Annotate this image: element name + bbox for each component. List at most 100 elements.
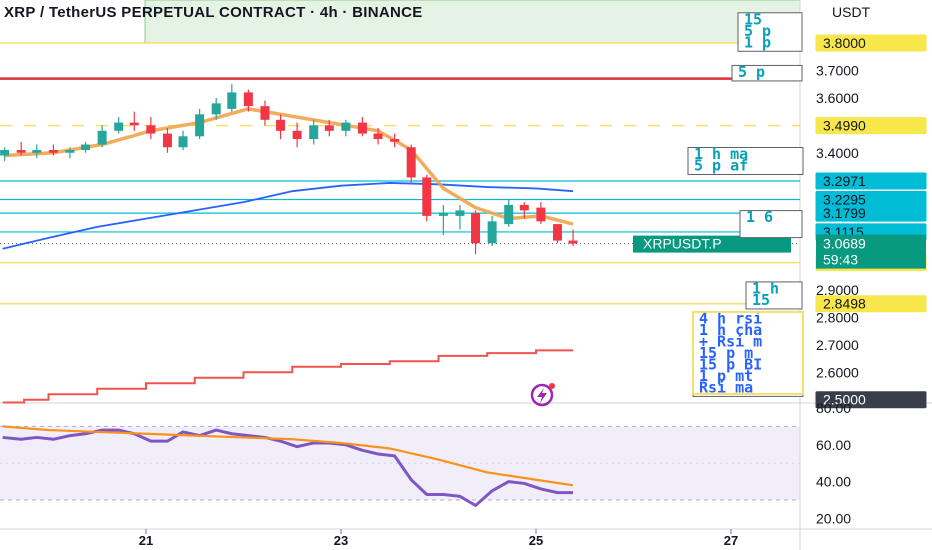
- bar-countdown: 59:43: [823, 252, 858, 268]
- note-line: 1 h: [752, 279, 779, 297]
- candle-body: [390, 139, 400, 142]
- candle-body: [16, 150, 26, 153]
- candle-body: [406, 147, 416, 178]
- time-tick-label: 23: [334, 533, 348, 548]
- candle-body: [227, 92, 237, 109]
- candle-body: [65, 150, 75, 153]
- note-line: 1 h ma: [694, 145, 748, 163]
- note-line: 5 p: [744, 22, 771, 40]
- candles: [0, 84, 578, 255]
- note-line: 1 6: [746, 208, 773, 226]
- note-line: 1 h cha: [699, 321, 762, 339]
- note-line: 1 p: [744, 33, 771, 51]
- price-level-tag-text: 2.5000: [823, 392, 866, 408]
- chart-title: XRP / TetherUS PERPETUAL CONTRACT · 4h ·…: [4, 4, 423, 21]
- note-frame-accent: [692, 310, 804, 395]
- candle-body: [81, 144, 91, 151]
- note-box-frame: [745, 281, 803, 310]
- candle-body: [114, 122, 124, 131]
- candle-body: [536, 207, 546, 222]
- candle-body: [357, 122, 367, 134]
- candle-body: [162, 133, 172, 148]
- price-tick-label: 2.9000: [816, 282, 859, 298]
- rsi-tick-label: 20.00: [816, 510, 851, 526]
- candle-body: [341, 122, 351, 131]
- current-price-tag: [816, 234, 926, 269]
- time-tick-label: 27: [724, 533, 738, 548]
- candle-body: [504, 204, 514, 225]
- candle-body: [324, 125, 334, 131]
- candle-body: [471, 213, 481, 244]
- rsi-tick-label: 60.00: [816, 437, 851, 453]
- candle-body: [129, 122, 139, 126]
- candle-body: [568, 240, 578, 244]
- price-tick-label: 3.4000: [816, 145, 859, 161]
- candle-body: [48, 150, 58, 153]
- note-line: + Rsi m: [699, 332, 762, 350]
- candle-body: [292, 130, 302, 140]
- candle-body: [178, 136, 188, 148]
- note-box-frame: [692, 311, 804, 397]
- price-level-tag: [815, 391, 927, 409]
- current-price-value: 3.0689: [823, 236, 866, 252]
- candle-body: [32, 150, 42, 153]
- note-line: 15: [752, 291, 770, 309]
- note-line: 4 h rsi: [699, 309, 762, 327]
- price-level-tag: [815, 204, 927, 222]
- candle-body: [260, 106, 270, 120]
- lightning-bolt-icon: [530, 383, 555, 407]
- highlight-zone: [144, 0, 801, 44]
- price-tick-label: 3.7000: [816, 62, 859, 78]
- rsi-tick-label: 80.00: [816, 400, 851, 416]
- candle-body: [373, 133, 383, 140]
- price-tick-label: 3.6000: [816, 90, 859, 106]
- note-box-frame: [737, 12, 803, 52]
- sma-line: [2, 182, 574, 250]
- price-level-tag-text: 3.4990: [823, 118, 866, 134]
- rsi-tick-label: 40.00: [816, 474, 851, 490]
- price-level-tag-text: 2.8498: [823, 296, 866, 312]
- step-indicator-line: [2, 349, 574, 404]
- candle-body: [276, 119, 286, 131]
- note-line: 15: [744, 10, 762, 28]
- note-box: 1 h ma5 p af: [687, 145, 804, 175]
- candle-body: [309, 125, 319, 140]
- note-line: 1 p mt: [699, 367, 753, 385]
- currency-label[interactable]: USDT: [832, 4, 871, 20]
- price-level-tag-text: 3.2971: [823, 173, 866, 189]
- symbol-tag: [633, 235, 791, 253]
- price-level-tag-text: 3.1799: [823, 205, 866, 221]
- note-box: 1 6: [739, 208, 803, 239]
- candle-body: [519, 204, 529, 211]
- rsi-ma-line: [2, 425, 574, 487]
- candle-body: [243, 92, 253, 107]
- note-box: 1 h15: [745, 279, 803, 310]
- price-level-tag: [815, 172, 927, 190]
- note-line: 15 p BI: [699, 355, 762, 373]
- candle-body: [455, 210, 465, 216]
- candle-body: [438, 213, 448, 216]
- candle-body: [487, 221, 497, 244]
- candle-body: [195, 114, 205, 137]
- price-tick-label: 2.7000: [816, 337, 859, 353]
- note-box: 15 5 p1 p: [737, 10, 803, 52]
- candle-body: [422, 177, 432, 216]
- candle-body: [146, 125, 156, 134]
- note-line: Rsi ma: [699, 378, 753, 396]
- time-tick-label: 21: [139, 533, 153, 548]
- rsi-line: [2, 428, 574, 508]
- note-box-frame: [687, 146, 804, 175]
- price-level-tag: [815, 295, 927, 313]
- price-tick-label: 2.6000: [816, 364, 859, 380]
- time-tick-label: 25: [529, 533, 543, 548]
- price-tick-label: 2.8000: [816, 309, 859, 325]
- candle-body: [211, 103, 221, 115]
- candle-body: [97, 130, 107, 145]
- price-level-tag-text: 3.8000: [823, 35, 866, 51]
- symbol-tag-text: XRPUSDT.P: [643, 236, 722, 252]
- note-box: 5 p: [731, 63, 803, 82]
- note-box-frame: [731, 64, 803, 82]
- note-line: 5 p: [738, 63, 765, 81]
- note-line: 15 p m: [699, 344, 753, 362]
